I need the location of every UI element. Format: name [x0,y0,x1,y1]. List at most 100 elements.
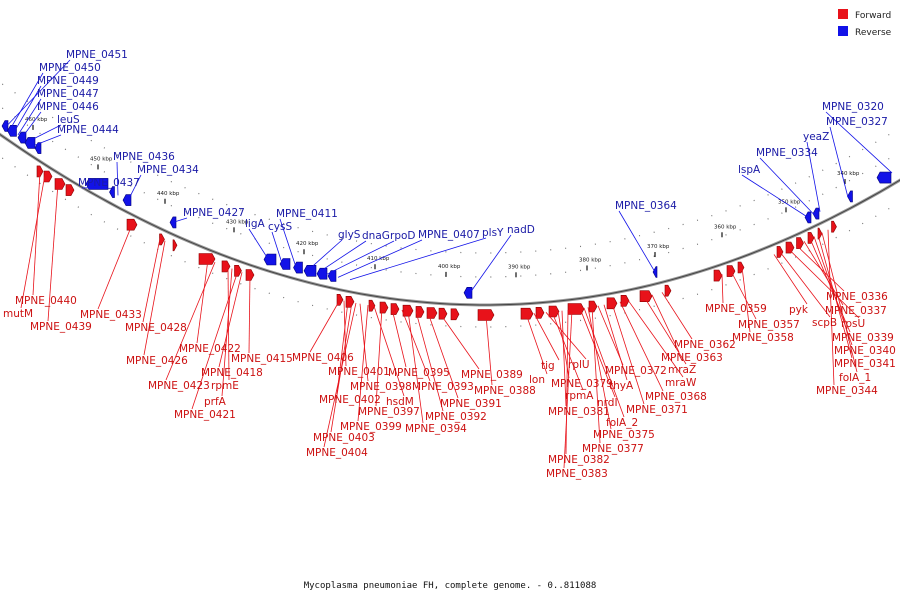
forward-gene[interactable] [796,237,804,249]
forward-gene-label[interactable]: MPNE_0340 [834,345,896,357]
forward-gene[interactable] [415,306,425,318]
forward-gene[interactable] [776,246,784,258]
forward-gene-label[interactable]: MPNE_0428 [125,322,187,334]
forward-gene[interactable] [43,170,53,183]
reverse-gene-label[interactable]: MPNE_0449 [37,75,99,87]
forward-gene[interactable] [535,306,545,319]
forward-gene-label[interactable]: scpB [812,317,837,329]
forward-gene-label[interactable]: MPNE_0403 [313,432,375,444]
forward-gene-label[interactable]: folA_1 [839,372,871,384]
forward-gene-label[interactable]: MPNE_0363 [661,352,723,364]
reverse-gene-label[interactable]: MPNE_0444 [57,124,119,136]
reverse-gene-label[interactable]: MPNE_0327 [826,116,888,128]
forward-gene[interactable] [221,260,231,273]
forward-gene[interactable] [548,305,560,318]
forward-gene[interactable] [664,284,672,297]
forward-gene[interactable] [54,178,66,190]
forward-gene-label[interactable]: mraZ [668,364,696,376]
forward-gene-label[interactable]: lon [529,374,545,386]
reverse-gene-label[interactable]: MPNE_0450 [39,62,101,74]
forward-gene-label[interactable]: MPNE_0372 [605,365,667,377]
forward-gene[interactable] [807,232,815,244]
forward-gene[interactable] [620,294,630,307]
forward-gene-label[interactable]: MPNE_0362 [674,339,736,351]
forward-gene-label[interactable]: MPNE_0383 [546,468,608,480]
forward-gene-label[interactable]: MPNE_0379 [551,378,613,390]
reverse-gene-label[interactable]: MPNE_0411 [276,208,338,220]
forward-gene-label[interactable]: MPNE_0357 [738,319,800,331]
forward-gene-label[interactable]: pyk [789,304,809,316]
forward-gene-label[interactable]: MPNE_0341 [834,358,896,370]
forward-gene-label[interactable]: prfA [204,396,227,408]
forward-gene-label[interactable]: rplU [568,359,590,371]
forward-gene-label[interactable]: MPNE_0395 [388,367,450,379]
forward-gene-label[interactable]: MPNE_0406 [292,352,354,364]
reverse-gene-label[interactable]: MPNE_0427 [183,207,245,219]
forward-gene-label[interactable]: mutM [3,308,33,320]
reverse-gene[interactable] [804,211,812,224]
forward-gene-label[interactable]: MPNE_0337 [825,305,887,317]
forward-gene[interactable] [606,297,618,310]
forward-gene[interactable] [639,290,653,303]
reverse-gene[interactable] [327,270,337,282]
forward-gene[interactable] [36,165,44,178]
forward-gene[interactable] [159,233,165,246]
reverse-gene-label[interactable]: MPNE_0434 [137,164,199,176]
forward-gene-label[interactable]: MPNE_0389 [461,369,523,381]
reverse-gene[interactable] [303,264,317,277]
reverse-gene[interactable] [876,171,892,184]
forward-gene-label[interactable]: MPNE_0398 [350,381,412,393]
reverse-gene-label[interactable]: cysS [268,221,292,233]
forward-gene-label[interactable]: MPNE_0399 [340,421,402,433]
reverse-gene-label[interactable]: lspA [738,164,761,176]
forward-gene-label[interactable]: MPNE_0404 [306,447,368,459]
forward-gene-label[interactable]: MPNE_0394 [405,423,467,435]
forward-gene[interactable] [817,227,823,240]
forward-gene[interactable] [785,241,795,254]
forward-gene-label[interactable]: MPNE_0368 [645,391,707,403]
forward-gene-label[interactable]: rpmE [211,380,239,392]
forward-gene-label[interactable]: rpsU [841,318,865,330]
forward-gene-label[interactable]: MPNE_0358 [732,332,794,344]
reverse-gene[interactable] [7,125,17,137]
forward-gene[interactable] [65,184,75,196]
forward-gene[interactable] [379,301,389,314]
forward-gene-label[interactable]: MPNE_0402 [319,394,381,406]
forward-gene-label[interactable]: mraW [665,377,697,389]
reverse-gene[interactable] [812,207,820,220]
reverse-gene-label[interactable]: MPNE_0451 [66,49,128,61]
reverse-gene[interactable] [463,286,473,299]
forward-gene-label[interactable]: MPNE_0339 [832,332,894,344]
reverse-gene-label[interactable]: leuS [57,114,80,126]
reverse-gene[interactable] [279,258,291,270]
forward-gene-label[interactable]: MPNE_0397 [358,406,420,418]
forward-gene-label[interactable]: MPNE_0393 [412,381,474,393]
reverse-gene-label[interactable]: MPNE_0447 [37,88,99,100]
reverse-gene-label[interactable]: plsY [482,227,504,239]
reverse-gene[interactable] [85,178,109,190]
forward-gene-label[interactable]: tig [541,360,555,372]
reverse-gene-label[interactable]: MPNE_0334 [756,147,818,159]
forward-gene-label[interactable]: MPNE_0391 [440,398,502,410]
reverse-gene[interactable] [316,267,328,280]
reverse-gene-label[interactable]: ligA [245,218,265,230]
reverse-gene[interactable] [847,190,853,203]
forward-gene[interactable] [737,261,745,274]
reverse-gene-label[interactable]: MPNE_0446 [37,101,99,113]
forward-gene-label[interactable]: MPNE_0375 [593,429,655,441]
reverse-gene[interactable] [109,186,115,198]
forward-gene[interactable] [520,307,534,320]
forward-gene-label[interactable]: MPNE_0382 [548,454,610,466]
forward-gene-label[interactable]: MPNE_0371 [626,404,688,416]
reverse-gene-label[interactable]: MPNE_0436 [113,151,175,163]
forward-gene-label[interactable]: MPNE_0421 [174,409,236,421]
reverse-gene-label[interactable]: rpoD [390,230,416,242]
forward-gene[interactable] [831,220,837,233]
forward-gene-label[interactable]: MPNE_0422 [179,343,241,355]
forward-gene[interactable] [198,253,216,265]
forward-gene-label[interactable]: nrdI [597,397,618,409]
reverse-gene-label[interactable]: nadD [507,224,535,236]
forward-gene-label[interactable]: MPNE_0439 [30,321,92,333]
forward-gene-label[interactable]: MPNE_0415 [231,353,293,365]
forward-gene-label[interactable]: MPNE_0392 [425,411,487,423]
